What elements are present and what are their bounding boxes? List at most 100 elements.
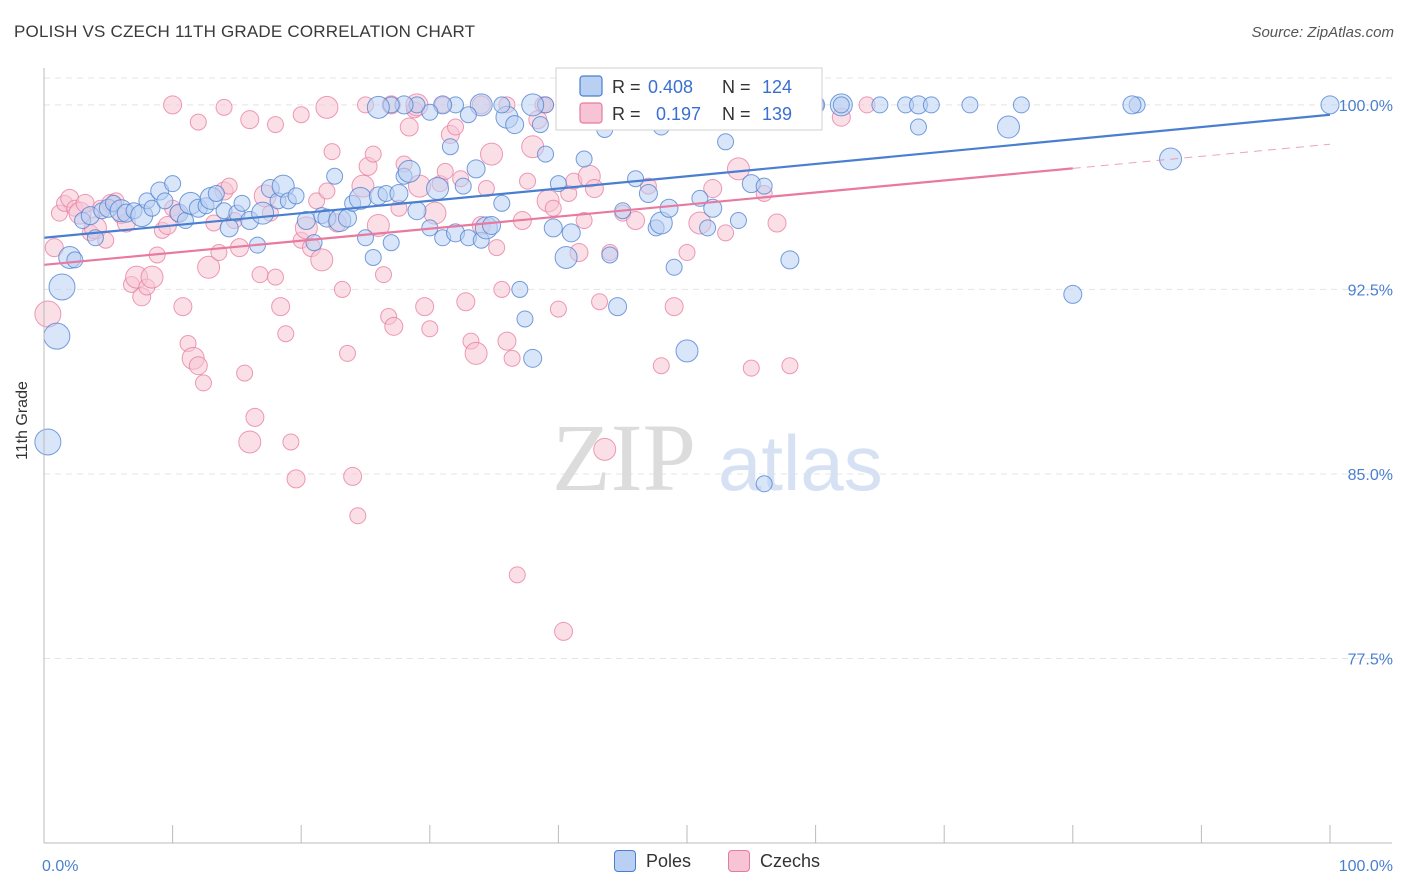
czechs-point-118 (717, 224, 735, 242)
poles-point-83 (608, 297, 628, 317)
czechs-point-114 (664, 297, 684, 317)
poles-point-28 (219, 218, 239, 238)
czechs-point-86 (480, 142, 504, 166)
czechs-point-65 (375, 266, 393, 284)
poles-point-55 (397, 159, 421, 183)
czechs-point-70 (399, 117, 419, 137)
bottom-legend: Poles Czechs (0, 850, 1406, 880)
poles-point-49 (364, 248, 382, 266)
poles-point-48 (357, 229, 374, 247)
czechs-point-115 (678, 244, 696, 262)
czechs-point-91 (508, 566, 526, 584)
poles-point-103 (871, 96, 889, 114)
czechs-point-1 (44, 238, 64, 258)
legend-n-value-poles: 124 (762, 77, 792, 97)
poles-point-90 (665, 258, 683, 276)
y-tick-label-1: 92.5% (1348, 282, 1393, 299)
czechs-point-111 (626, 211, 646, 231)
poles-point-121 (521, 93, 545, 117)
czechs-point-142 (292, 106, 310, 124)
czechs-point-141 (315, 95, 339, 119)
poles-point-21 (176, 212, 194, 230)
poles-point-30 (233, 194, 251, 212)
poles-point-111 (1122, 95, 1142, 115)
poles-trend-line (43, 113, 1331, 239)
czechs-point-58 (338, 344, 356, 362)
czechs-point-117 (703, 179, 723, 199)
poles-point-68 (493, 194, 511, 212)
poles-point-75 (543, 218, 563, 238)
poles-point-85 (627, 170, 645, 188)
poles-point-73 (531, 116, 549, 134)
czechs-point-146 (189, 113, 207, 131)
czechs-point-67 (384, 316, 404, 336)
czechs-point-48 (286, 469, 306, 489)
czechs-point-29 (188, 356, 208, 376)
poles-point-4 (66, 251, 84, 269)
czechs-point-145 (215, 98, 233, 116)
poles-point-95 (717, 133, 735, 151)
czechs-point-87 (488, 239, 506, 257)
poles-point-58 (426, 177, 450, 201)
poles-point-52 (382, 234, 400, 252)
poles-point-56 (407, 201, 427, 221)
czechs-point-90 (503, 349, 521, 367)
poles-point-100 (780, 250, 800, 270)
czechs-point-100 (554, 621, 574, 641)
czechs-point-35 (220, 177, 238, 195)
poles-point-123 (493, 96, 511, 114)
axes (43, 68, 1392, 844)
poles-point-107 (961, 96, 979, 114)
czechs-point-104 (575, 212, 593, 230)
poles-point-18 (156, 192, 174, 210)
poles-point-60 (441, 138, 459, 156)
y-tick-label-0: 100.0% (1339, 98, 1393, 115)
czechs-point-119 (726, 157, 750, 181)
x-tick-labels: 0.0% 100.0% (42, 858, 1393, 875)
czechs-point-147 (163, 95, 183, 115)
czechs-point-144 (240, 110, 260, 130)
czechs-point-31 (197, 255, 221, 279)
czechs-point-122 (767, 213, 787, 233)
czechs-point-123 (781, 357, 799, 375)
poles-point-26 (207, 184, 225, 202)
poles-point-125 (459, 106, 477, 124)
poles-point-112 (1012, 96, 1030, 114)
poles-point-64 (466, 159, 486, 179)
czechs-point-98 (544, 199, 562, 217)
czechs-point-39 (238, 430, 262, 454)
czechs-point-143 (266, 116, 284, 134)
czechs-point-44 (266, 268, 284, 286)
czechs-point-99 (549, 300, 567, 318)
poles-point-38 (287, 187, 305, 205)
poles-point-70 (511, 280, 529, 298)
poles-point-133 (1320, 95, 1340, 115)
czechs-point-107 (591, 293, 609, 311)
czechs-trend-line-extension (1072, 143, 1331, 169)
poles-point-124 (469, 93, 493, 117)
czechs-point-59 (343, 466, 363, 486)
czechs-point-64 (366, 213, 390, 237)
czechs-point-83 (464, 341, 488, 365)
poles-point-115 (755, 475, 773, 493)
poles-point-1 (43, 322, 71, 350)
czechs-point-54 (318, 182, 336, 200)
czechs-point-41 (251, 266, 269, 284)
czechs-point-57 (333, 280, 351, 298)
legend-swatch-czechs (579, 102, 603, 124)
poles-point-40 (305, 234, 323, 252)
czechs-point-20 (140, 265, 164, 289)
poles-point-79 (575, 150, 593, 168)
poles-point-94 (703, 198, 723, 218)
bottom-legend-swatch-poles (614, 850, 636, 872)
watermark-zip: ZIP (552, 404, 696, 511)
czechs-point-73 (415, 297, 435, 317)
legend-swatch-poles (579, 75, 603, 97)
czechs-point-81 (456, 292, 476, 312)
czechs-point-89 (497, 331, 517, 351)
czechs-point-40 (245, 407, 265, 427)
poles-point-77 (554, 245, 578, 269)
czechs-point-30 (194, 374, 212, 392)
poles-point-96 (729, 212, 747, 230)
watermark: ZIP atlas (552, 404, 883, 511)
